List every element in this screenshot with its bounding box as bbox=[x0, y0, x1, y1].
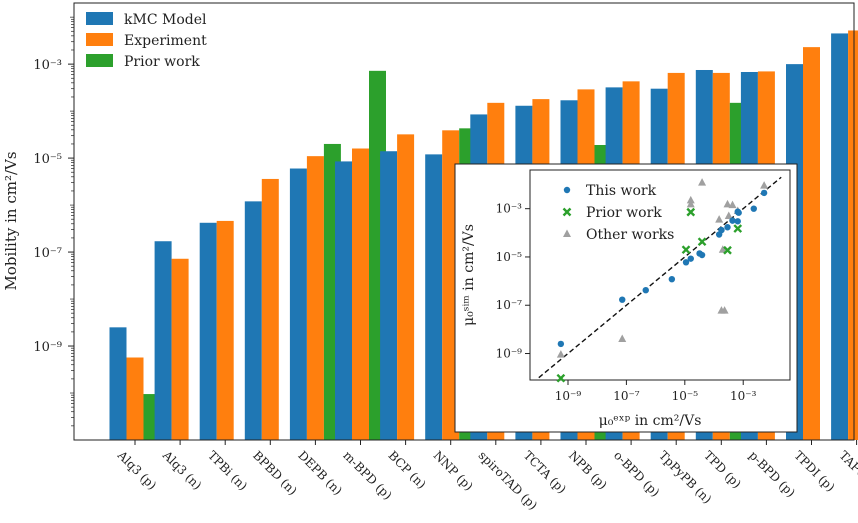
inset-point-this-work bbox=[668, 275, 676, 283]
bar-kmc bbox=[199, 222, 217, 440]
plot-frame bbox=[73, 2, 855, 441]
legend-swatch-experiment bbox=[86, 33, 113, 46]
inset-point-prior-work bbox=[723, 245, 732, 255]
inset-point-this-work bbox=[724, 224, 731, 231]
legend-swatch-kmc bbox=[86, 12, 113, 25]
legend-label-prior: Prior work bbox=[124, 54, 200, 70]
inset-axes-frame bbox=[529, 169, 791, 381]
y-tick-label: 10⁻⁷ bbox=[33, 246, 62, 261]
inset-point-this-work bbox=[698, 251, 706, 259]
inset-point-prior-work bbox=[556, 373, 566, 383]
bar-experiment bbox=[848, 30, 858, 441]
inset-point-this-work bbox=[682, 259, 690, 266]
inset-point-prior-work bbox=[733, 224, 743, 233]
inset-point-other bbox=[724, 211, 733, 219]
inset-x-axis-label: μ₀ᵉˣᵖ in cm²/Vs bbox=[599, 413, 702, 429]
bar-experiment bbox=[216, 220, 234, 440]
inset-x-tick-label: 10⁻⁷ bbox=[613, 389, 640, 403]
inset-point-other bbox=[698, 178, 707, 186]
inset-point-this-work bbox=[729, 217, 736, 224]
inset-point-other bbox=[720, 306, 729, 314]
y-tick-label: 10⁻⁹ bbox=[33, 340, 62, 355]
legend-label-experiment: Experiment bbox=[124, 33, 207, 49]
inset-point-this-work bbox=[734, 218, 741, 225]
inset-legend-marker-other-works bbox=[563, 229, 571, 237]
inset-point-this-work bbox=[718, 226, 725, 234]
inset-point-other bbox=[618, 334, 627, 342]
inset-point-other bbox=[715, 215, 724, 223]
bar-kmc bbox=[335, 161, 352, 440]
bar-experiment bbox=[306, 156, 324, 440]
inset-point-this-work bbox=[642, 286, 649, 294]
bar-kmc bbox=[831, 33, 849, 441]
inset-y-tick-label: 10⁻⁵ bbox=[496, 250, 523, 264]
inset-x-tick-label: 10⁻³ bbox=[730, 389, 757, 403]
inset-legend-marker-this-work bbox=[563, 186, 571, 194]
inset-point-this-work bbox=[750, 205, 757, 212]
inset-x-tick-label: 10⁻⁹ bbox=[555, 389, 582, 403]
inset-point-other bbox=[723, 199, 732, 208]
bar-experiment bbox=[261, 178, 279, 440]
y-axis-label: Mobility in cm²/Vs bbox=[2, 151, 20, 290]
inset-scatter: 10⁻⁹ 10⁻⁷ 10⁻⁵ 10⁻³ 10⁻³ 10⁻⁵ 10⁻⁷ 10⁻⁹ μ₀ᵉˣᵖ in… bbox=[454, 163, 798, 433]
bar-experiment bbox=[397, 134, 415, 440]
inset-legend-label: Prior work bbox=[586, 205, 662, 221]
bar-experiment bbox=[803, 47, 820, 441]
y-tick-label: 10⁻³ bbox=[33, 58, 62, 73]
bar-experiment bbox=[171, 258, 189, 440]
inset-point-this-work bbox=[557, 340, 565, 348]
inset-point-other bbox=[686, 195, 695, 204]
bar-kmc bbox=[109, 327, 127, 440]
inset-y-axis-label: μ₀ˢⁱᵐ in cm²/Vs bbox=[461, 224, 477, 326]
inset-legend-label: Other works bbox=[586, 227, 674, 243]
inset-x-tick-label: 10⁻⁵ bbox=[672, 389, 699, 403]
bar-kmc bbox=[289, 168, 307, 440]
bar-kmc bbox=[380, 151, 398, 441]
inset-point-prior-work bbox=[686, 207, 696, 217]
inset-diagonal-line bbox=[538, 176, 782, 379]
inset-point-other bbox=[686, 199, 695, 208]
inset-point-other bbox=[728, 200, 737, 209]
bar-kmc bbox=[154, 241, 172, 440]
inset-y-tick-label: 10⁻⁷ bbox=[496, 298, 523, 312]
inset-point-other bbox=[760, 181, 769, 189]
bar-kmc bbox=[244, 201, 262, 440]
inset-point-prior-work bbox=[681, 245, 691, 255]
inset-point-other bbox=[718, 245, 727, 253]
legend-swatch-prior bbox=[86, 54, 113, 67]
main-legend: kMC Model Experiment Prior work bbox=[86, 12, 207, 70]
bar-experiment bbox=[352, 148, 369, 440]
y-axis: 10⁻³ 10⁻⁵ 10⁻⁷ 10⁻⁹ bbox=[33, 16, 74, 427]
inset-point-this-work bbox=[619, 296, 626, 303]
inset-point-this-work bbox=[760, 189, 768, 197]
inset-point-this-work bbox=[687, 255, 694, 262]
inset-frame bbox=[454, 163, 798, 433]
bar-kmc bbox=[425, 154, 443, 440]
inset-legend-marker-prior-work bbox=[562, 207, 572, 217]
inset-y-tick-label: 10⁻⁹ bbox=[496, 347, 523, 361]
inset-point-prior-work bbox=[697, 237, 707, 247]
bar-experiment bbox=[126, 357, 144, 440]
y-tick-label: 10⁻⁵ bbox=[33, 152, 62, 167]
inset-y-tick-label: 10⁻³ bbox=[496, 202, 523, 216]
inset-point-this-work bbox=[735, 209, 742, 216]
inset-point-other bbox=[556, 350, 565, 358]
legend-label-kmc: kMC Model bbox=[124, 12, 207, 28]
inset-legend-label: This work bbox=[586, 183, 657, 199]
